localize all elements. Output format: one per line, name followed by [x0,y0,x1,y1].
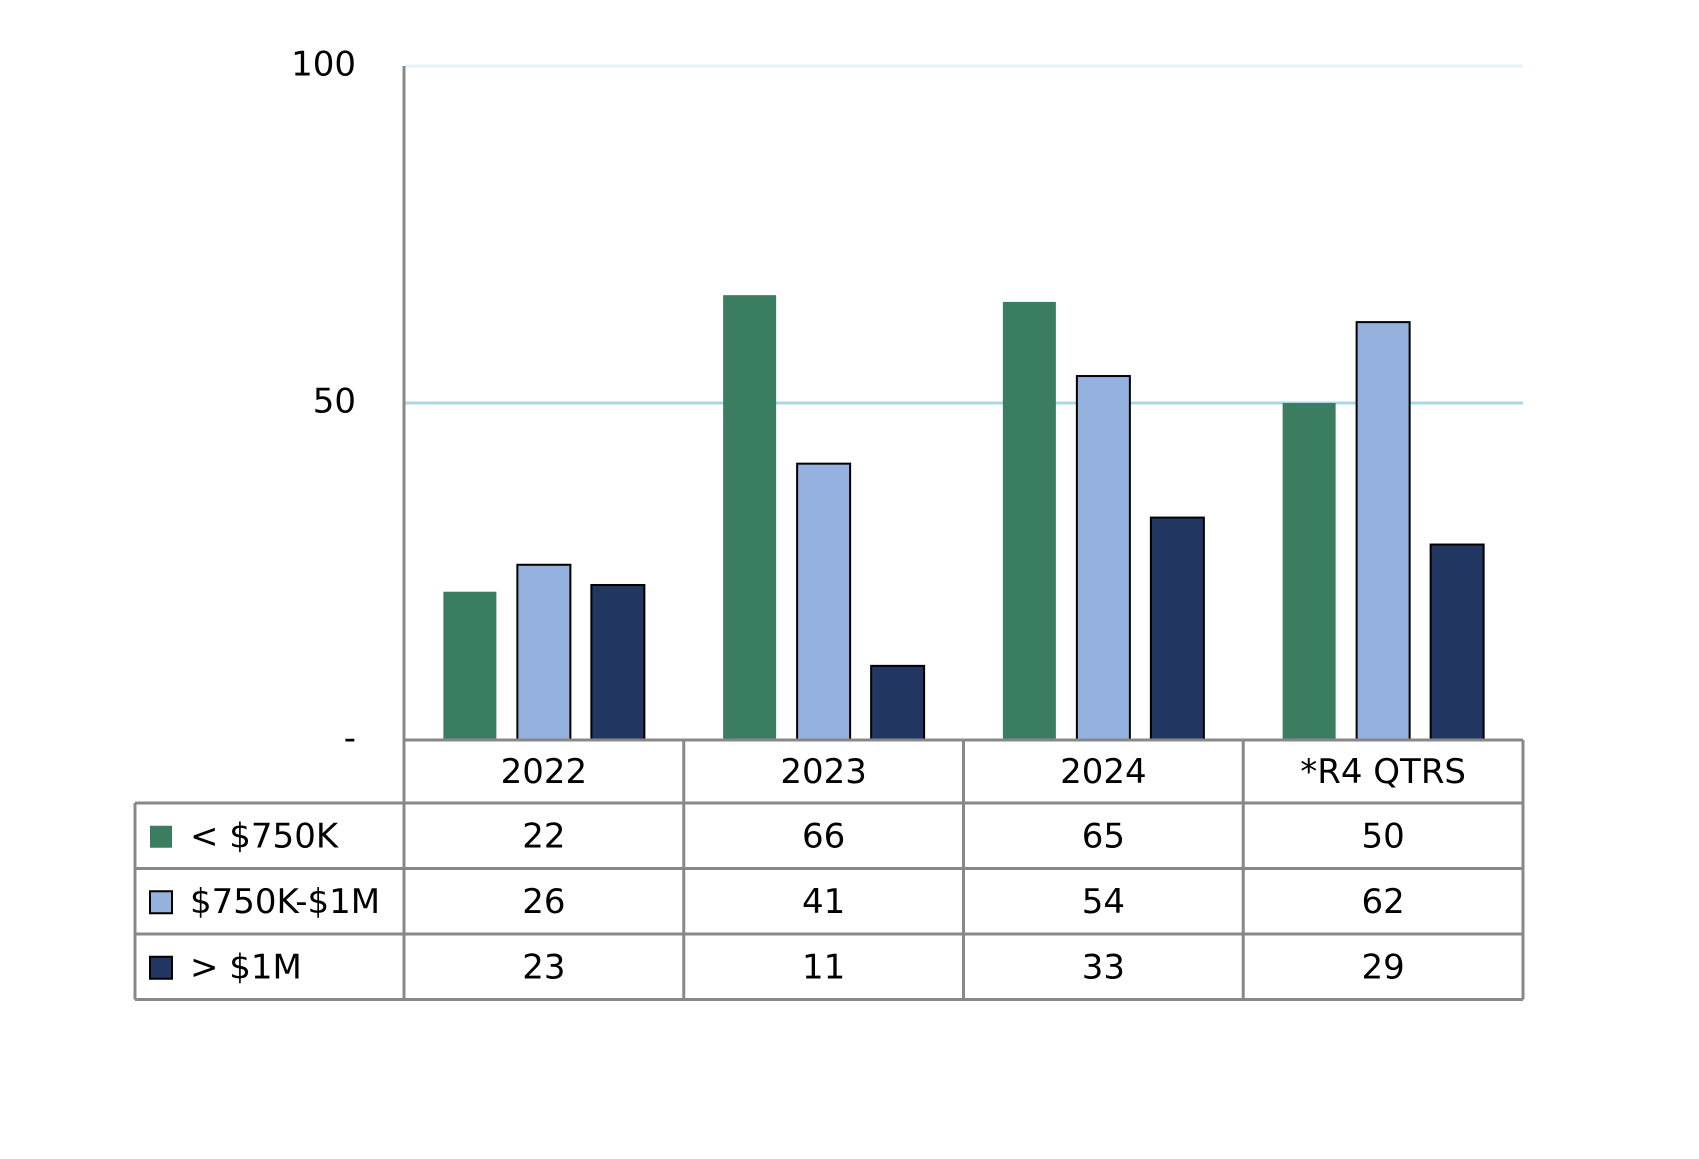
legend-swatch [149,890,173,915]
x-tick-label: 2022 [501,752,588,792]
x-tick-label: 2024 [1060,752,1147,792]
y-tick-label: - [344,719,356,759]
table-value: 50 [1361,816,1404,856]
bar [723,295,777,740]
bar [1149,516,1205,742]
bar [516,563,572,742]
table-value: 23 [522,947,565,987]
table-value: 33 [1082,947,1125,987]
table-value: 26 [522,882,565,922]
legend-swatch [150,825,172,848]
bar [590,583,646,741]
table-value: 11 [802,947,845,987]
bar [870,664,926,741]
bar [1429,543,1485,741]
table-value: 54 [1082,882,1125,922]
table-value: 22 [522,816,565,856]
bar [443,591,497,740]
bar [1282,403,1336,740]
bar [796,462,852,741]
x-tick-label: *R4 QTRS [1300,752,1466,792]
y-tick-label: 50 [313,382,356,422]
x-tick-label: 2023 [780,752,867,792]
legend-swatch [149,955,173,980]
table-value: 62 [1361,882,1404,922]
table-value: 65 [1082,816,1125,856]
table-value: 66 [802,816,845,856]
y-tick-label: 100 [291,45,356,85]
table-value: 41 [802,882,845,922]
table-value: 29 [1361,947,1404,987]
legend-label: > $1M [190,947,302,987]
bar [1355,321,1411,741]
bar [1075,375,1131,741]
legend-label: $750K-$1M [190,882,380,922]
bar [1002,301,1056,740]
legend-label: < $750K [190,816,340,856]
